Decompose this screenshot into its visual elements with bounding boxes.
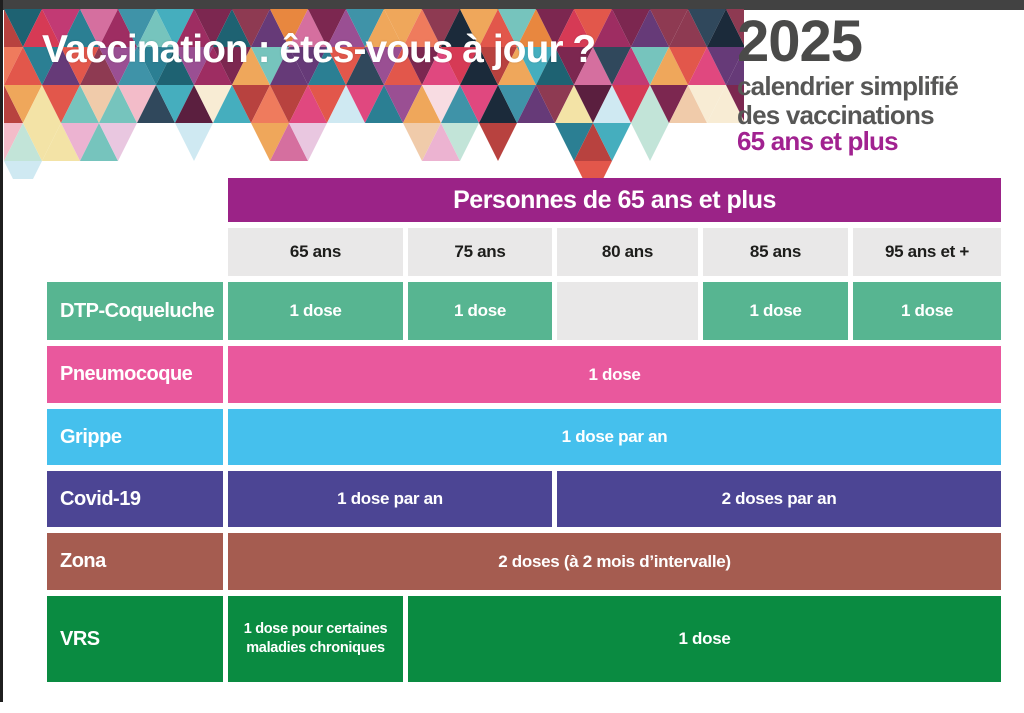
column-header-65-ans: 65 ans bbox=[228, 228, 403, 276]
empty-cell-dtp-coqueluche-2 bbox=[557, 282, 698, 340]
page-title: Vaccination : êtes-vous à jour ? bbox=[42, 28, 596, 71]
top-bar bbox=[0, 0, 1024, 10]
mosaic-banner bbox=[4, 9, 744, 179]
dose-cell-pneumocoque-0: 1 dose bbox=[228, 346, 1001, 403]
header-year-block: 2025 calendrier simplifié des vaccinatio… bbox=[737, 9, 1017, 156]
row-label-grippe: Grippe bbox=[47, 409, 223, 465]
row-label-vrs: VRS bbox=[47, 596, 223, 682]
dose-cell-dtp-coqueluche-0: 1 dose bbox=[228, 282, 403, 340]
year-label: 2025 bbox=[737, 9, 863, 74]
dose-cell-vrs-1: 1 dose bbox=[408, 596, 1001, 682]
dose-cell-zona-0: 2 doses (à 2 mois d’intervalle) bbox=[228, 533, 1001, 590]
dose-cell-grippe-0: 1 dose par an bbox=[228, 409, 1001, 465]
vaccination-table: Personnes de 65 ans et plus 65 ans 75 ans… bbox=[47, 178, 1001, 682]
row-label-pneumocoque: Pneumocoque bbox=[47, 346, 223, 403]
column-header-95-ans-et: 95 ans et + bbox=[853, 228, 1001, 276]
left-edge-line bbox=[0, 0, 3, 702]
dose-cell-vrs-0: 1 dose pour certaines maladies chronique… bbox=[228, 596, 403, 682]
dose-cell-dtp-coqueluche-4: 1 dose bbox=[853, 282, 1001, 340]
column-header-85-ans: 85 ans bbox=[703, 228, 848, 276]
subtitle-line-2: des vaccinations bbox=[737, 100, 935, 130]
audience-label: 65 ans et plus bbox=[737, 126, 899, 156]
dose-cell-covid-19-1: 2 doses par an bbox=[557, 471, 1001, 527]
table-title: Personnes de 65 ans et plus bbox=[228, 178, 1001, 222]
dose-cell-dtp-coqueluche-1: 1 dose bbox=[408, 282, 552, 340]
column-header-80-ans: 80 ans bbox=[557, 228, 698, 276]
dose-cell-covid-19-0: 1 dose par an bbox=[228, 471, 552, 527]
column-header-75-ans: 75 ans bbox=[408, 228, 552, 276]
row-label-zona: Zona bbox=[47, 533, 223, 590]
dose-cell-dtp-coqueluche-3: 1 dose bbox=[703, 282, 848, 340]
row-label-dtp-coqueluche: DTP-Coqueluche bbox=[47, 282, 223, 340]
subtitle-line-1: calendrier simplifié bbox=[737, 71, 959, 101]
row-label-covid-19: Covid-19 bbox=[47, 471, 223, 527]
